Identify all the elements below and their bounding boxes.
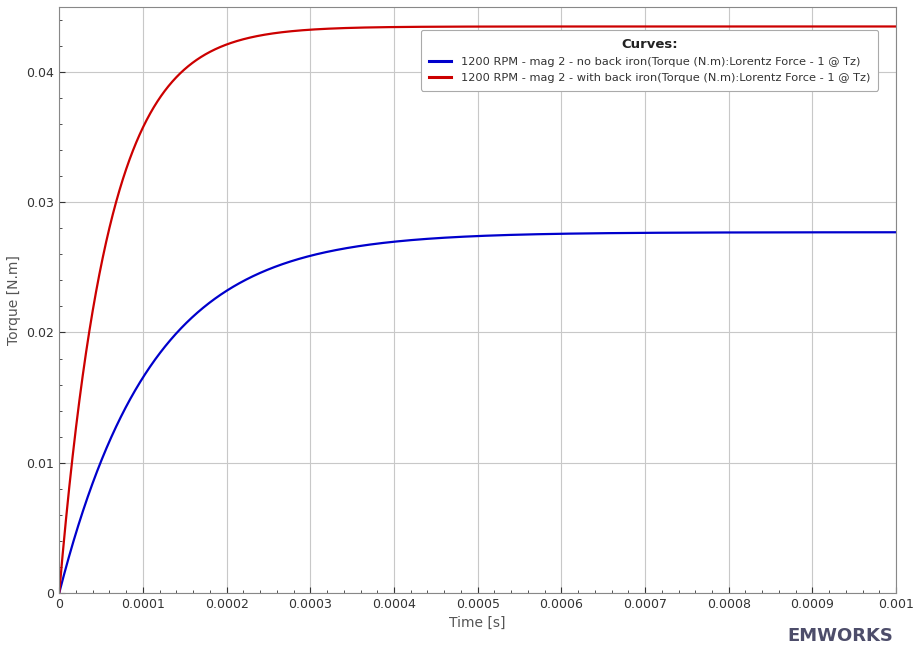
Text: EMWORKS: EMWORKS (787, 627, 893, 645)
Legend: 1200 RPM - mag 2 - no back iron(Torque (N.m):Lorentz Force - 1 @ Tz), 1200 RPM -: 1200 RPM - mag 2 - no back iron(Torque (… (421, 30, 878, 91)
X-axis label: Time [s]: Time [s] (449, 616, 506, 630)
Y-axis label: Torque [N.m]: Torque [N.m] (7, 255, 21, 345)
